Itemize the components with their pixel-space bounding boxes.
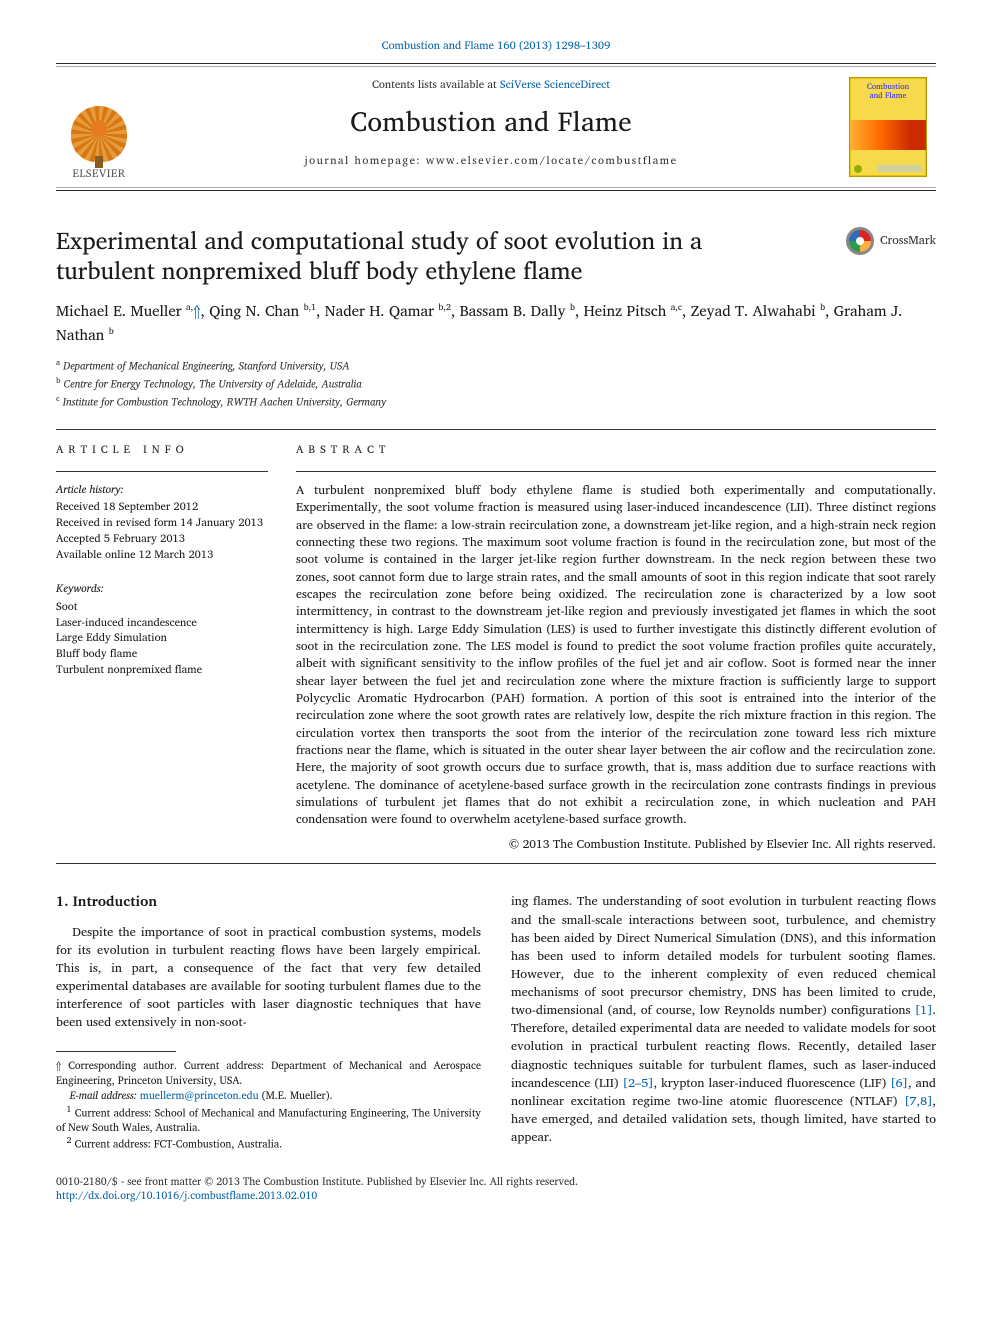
journal-cover-thumbnail: Combustion and Flame [849, 77, 927, 177]
journal-homepage-line: journal homepage: www.elsevier.com/locat… [142, 153, 840, 168]
email-person: (M.E. Mueller). [259, 1086, 333, 1104]
cover-foot-dot [854, 165, 862, 173]
crossmark-badge-block[interactable]: CrossMark [846, 227, 936, 255]
fn1-text: Current address: School of Mechanical an… [56, 1103, 481, 1136]
footnote-2: 2 Current address: FCT-Combustion, Austr… [56, 1134, 481, 1151]
rule-below-abstract [56, 863, 936, 864]
history-heading: Article history: [56, 482, 268, 497]
homepage-prefix: journal homepage: [304, 151, 425, 169]
corr-author-marker[interactable]: ⇑ [193, 298, 201, 323]
journal-reference-link[interactable]: Combustion and Flame 160 (2013) 1298–130… [382, 36, 611, 54]
keywords-heading: Keywords: [56, 581, 268, 596]
keywords-lines: SootLaser-induced incandescenceLarge Edd… [56, 599, 268, 679]
cover-foot-bar [878, 165, 922, 172]
contents-available-line: Contents lists available at SciVerse Sci… [142, 77, 840, 92]
cover-art-strip [850, 120, 926, 150]
intro-paragraph-left: Despite the importance of soot in practi… [56, 923, 481, 1032]
footnote-1: 1 Current address: School of Mechanical … [56, 1103, 481, 1135]
keyword-line: Turbulent nonpremixed flame [56, 662, 268, 678]
affiliation-line: a Department of Mechanical Engineering, … [56, 356, 936, 374]
intro-column-right: ing flames. The understanding of soot ev… [511, 892, 936, 1151]
contents-prefix: Contents lists available at [372, 75, 500, 93]
abstract-heading: abstract [296, 442, 936, 457]
journal-homepage-link[interactable]: www.elsevier.com/locate/combustflame [426, 151, 678, 169]
rule-above-abstract [56, 429, 936, 430]
footnote-rule [56, 1051, 176, 1052]
rule-under-info-head [56, 471, 268, 472]
author-email-link[interactable]: muellerm@princeton.edu [140, 1086, 259, 1104]
article-title: Experimental and computational study of … [56, 225, 936, 285]
cover-title-line2: and Flame [870, 88, 907, 102]
affiliation-line: b Centre for Energy Technology, The Univ… [56, 374, 936, 392]
publisher-logo-block: ELSEVIER [56, 67, 142, 187]
doi-link[interactable]: http://dx.doi.org/10.1016/j.combustflame… [56, 1186, 317, 1204]
fn2-text: Current address: FCT-Combustion, Austral… [71, 1135, 282, 1153]
affiliation-line: c Institute for Combustion Technology, R… [56, 392, 936, 410]
journal-reference: Combustion and Flame 160 (2013) 1298–130… [56, 38, 936, 53]
crossmark-label: CrossMark [880, 233, 936, 250]
citation-ref[interactable]: [7,8] [904, 1091, 932, 1111]
history-lines: Received 18 September 2012Received in re… [56, 499, 268, 563]
footnote-email: E-mail address: muellerm@princeton.edu (… [56, 1088, 481, 1103]
citation-ref[interactable]: [6] [890, 1073, 908, 1093]
footnote-corresponding: ⇑ Corresponding author. Current address:… [56, 1058, 481, 1087]
email-label: E-mail address: [70, 1086, 140, 1104]
sciencedirect-link[interactable]: SciVerse ScienceDirect [500, 75, 610, 93]
rule-under-abs-head [296, 471, 936, 472]
crossmark-icon [846, 227, 874, 255]
author-list: Michael E. Mueller a,⇑, Qing N. Chan b,1… [56, 299, 936, 346]
corr-text: Corresponding author. Current address: D… [56, 1056, 481, 1089]
elsevier-tree-icon [71, 106, 127, 162]
journal-banner: ELSEVIER Contents lists available at Sci… [56, 63, 936, 191]
abstract-text: A turbulent nonpremixed bluff body ethyl… [296, 482, 936, 829]
intro-paragraph-right: ing flames. The understanding of soot ev… [511, 892, 936, 1146]
front-matter-footer: 0010-2180/$ - see front matter © 2013 Th… [56, 1174, 936, 1203]
citation-ref[interactable]: [2–5] [623, 1073, 654, 1093]
journal-name: Combustion and Flame [142, 103, 840, 141]
publisher-name: ELSEVIER [71, 166, 127, 181]
intro-heading: 1. Introduction [56, 892, 481, 912]
history-line: Available online 12 March 2013 [56, 547, 268, 563]
copyright-line: © 2013 The Combustion Institute. Publish… [296, 837, 936, 854]
article-info-heading: article info [56, 442, 268, 457]
intro-column-left: 1. Introduction Despite the importance o… [56, 892, 481, 1151]
footnote-block: ⇑ Corresponding author. Current address:… [56, 1058, 481, 1151]
citation-ref[interactable]: [1] [915, 1000, 933, 1020]
affiliation-list: a Department of Mechanical Engineering, … [56, 356, 936, 411]
